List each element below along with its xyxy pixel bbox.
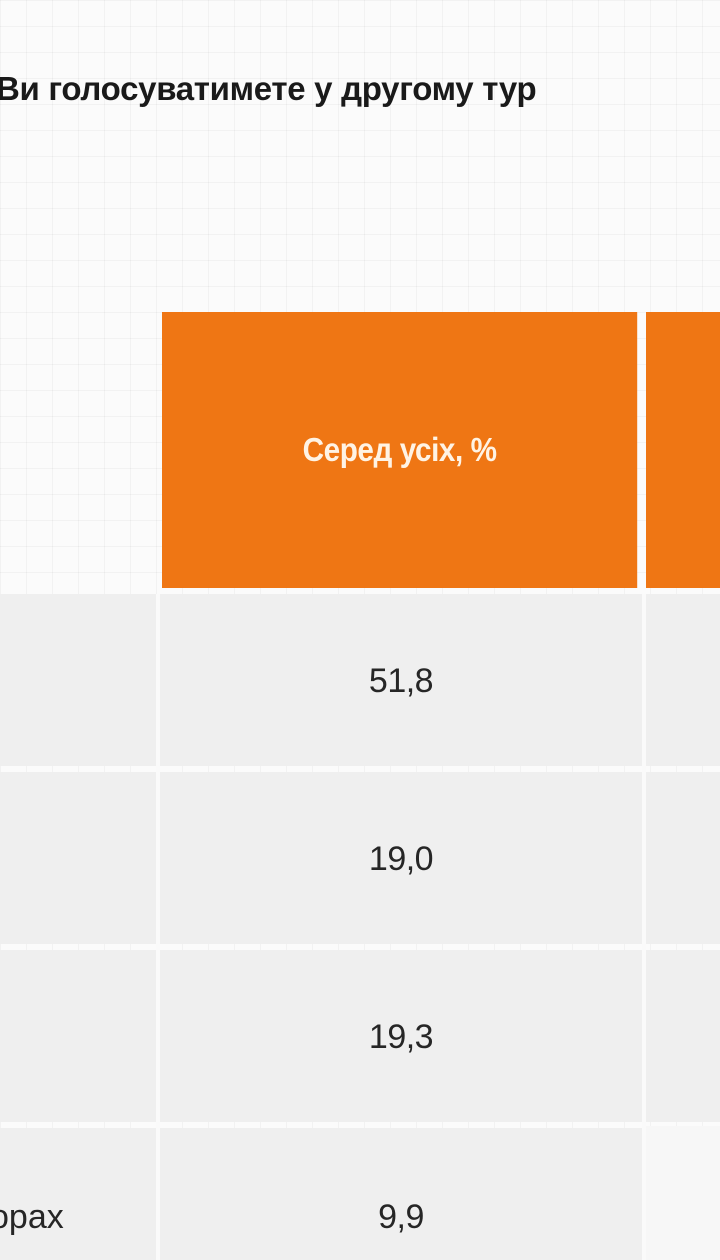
table-cell-value: 51,8: [368, 662, 434, 700]
table-header-cell-next: [646, 312, 720, 588]
column-divider: [642, 594, 646, 1260]
table-row: [0, 1128, 720, 1260]
table-cell-value: 9,9: [378, 1198, 424, 1236]
table-header-cell: Серед усіх, %: [162, 312, 638, 588]
table-cell-value: 19,3: [368, 1018, 434, 1056]
table-header-label: Серед усіх, %: [302, 431, 497, 468]
table-row-label: орах: [0, 1198, 64, 1236]
table-row: [0, 950, 720, 1122]
table-cell-faded: [646, 1126, 720, 1260]
table-cell-value: 19,0: [368, 840, 434, 878]
table-row: [0, 594, 720, 766]
table-row: [0, 772, 720, 944]
chart-title: Ви голосуватимете у другому тур: [0, 70, 537, 107]
column-divider: [156, 594, 160, 1260]
